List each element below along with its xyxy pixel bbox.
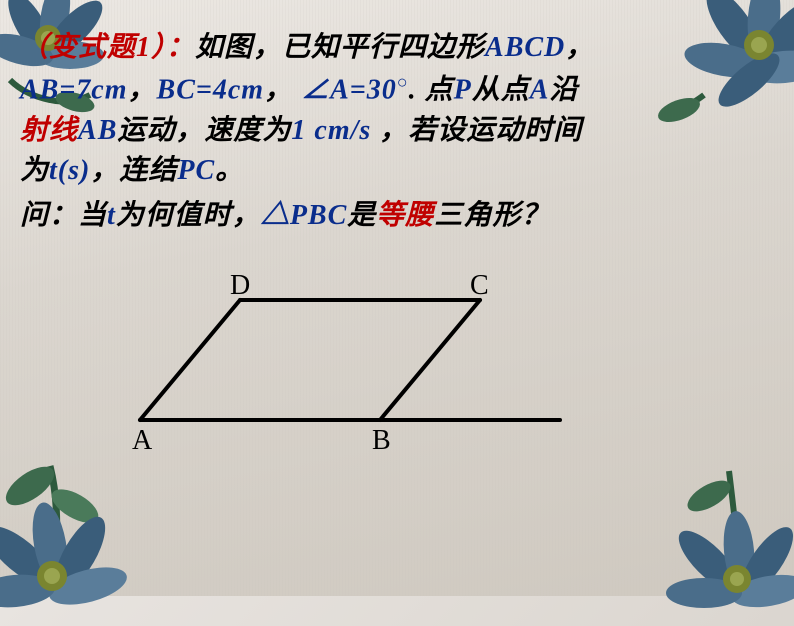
bc-length: BC=4cm bbox=[157, 74, 265, 105]
text-seg: 沿 bbox=[549, 74, 578, 105]
degree-symbol: ○ bbox=[397, 72, 409, 92]
angle-a: ∠A=30 bbox=[301, 74, 397, 105]
vertex-label-a: A bbox=[132, 425, 152, 457]
text-seg: 三角形？ bbox=[434, 200, 550, 231]
time-ts: t(s) bbox=[49, 155, 90, 186]
vertex-label-c: C bbox=[470, 270, 489, 302]
text-seg: ， bbox=[128, 74, 157, 105]
text-seg: 是 bbox=[347, 200, 376, 231]
parallelogram-diagram: D C A B bbox=[100, 270, 600, 470]
diagram-svg bbox=[100, 270, 600, 470]
text-seg: 为 bbox=[20, 155, 49, 186]
problem-text-block: （变式题1）：如图，已知平行四边形ABCD， AB=7cm，BC=4cm， ∠A… bbox=[20, 28, 774, 236]
vertex-label-b: B bbox=[372, 425, 391, 457]
text-seg: ，若设运动时间 bbox=[379, 115, 582, 146]
text-seg: 为何值时， bbox=[116, 200, 261, 231]
text-seg: 从点 bbox=[472, 74, 530, 105]
var-t: t bbox=[107, 200, 116, 231]
ray-ab: AB bbox=[78, 115, 117, 146]
point-p: P bbox=[454, 74, 472, 105]
label-abcd: ABCD bbox=[485, 32, 565, 63]
text-seg: ，连结 bbox=[90, 155, 177, 186]
text-seg: 如图，已知平行四边形 bbox=[195, 32, 485, 63]
problem-prefix: （变式题1）： bbox=[20, 32, 195, 63]
isosceles: 等腰 bbox=[376, 200, 434, 231]
text-seg: 运动，速度为 bbox=[117, 115, 291, 146]
vertex-label-d: D bbox=[230, 270, 250, 302]
segment-pc: PC bbox=[177, 155, 215, 186]
text-seg: . bbox=[409, 74, 425, 105]
text-seg: ， bbox=[565, 32, 594, 63]
ray-text: 射线 bbox=[20, 115, 78, 146]
question-prefix: 问：当 bbox=[20, 200, 107, 231]
text-seg: 点 bbox=[425, 74, 454, 105]
text-seg: ， bbox=[264, 74, 293, 105]
text-seg: 。 bbox=[215, 155, 244, 186]
speed-value: 1 cm/s bbox=[291, 115, 379, 146]
ab-length: AB=7cm bbox=[20, 74, 128, 105]
point-a: A bbox=[530, 74, 550, 105]
triangle-pbc: △PBC bbox=[261, 200, 347, 231]
